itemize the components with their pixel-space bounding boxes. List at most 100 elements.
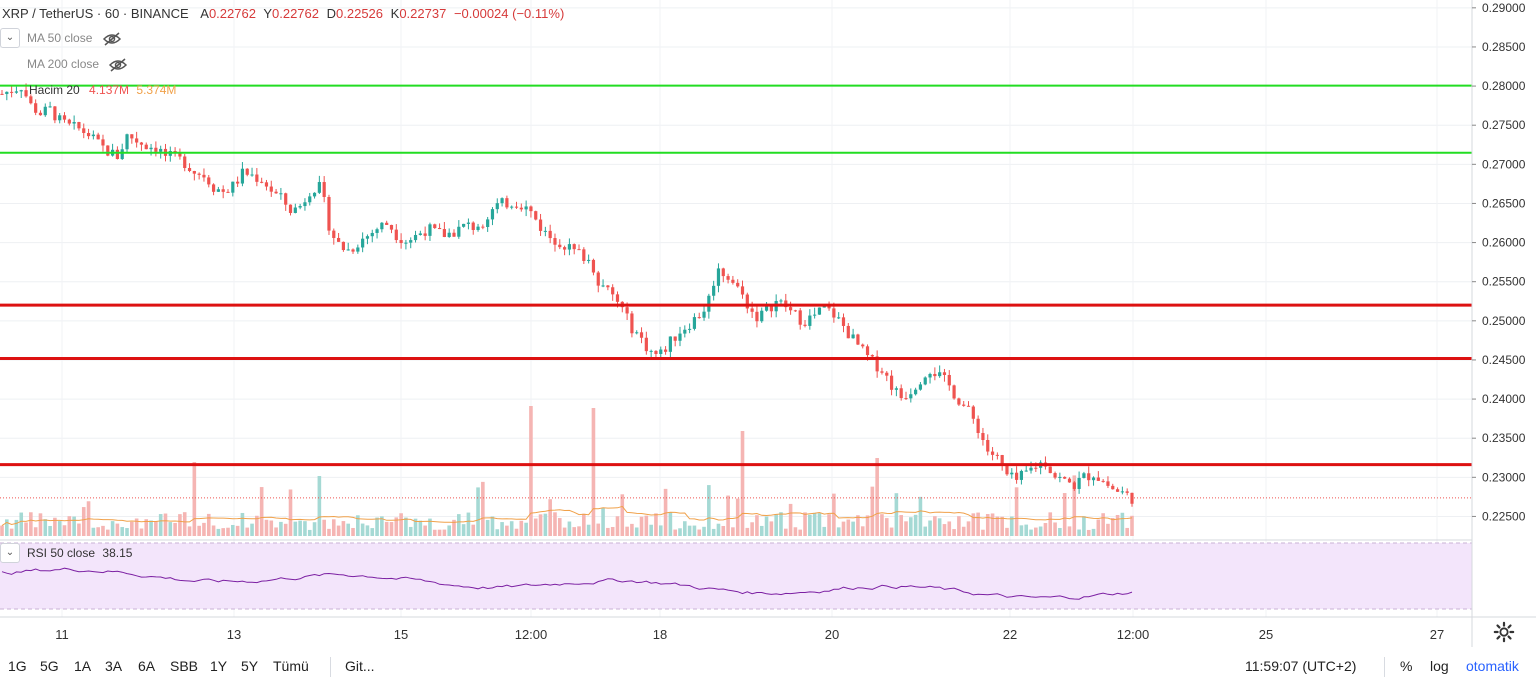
volume-bar (182, 512, 187, 536)
volume-bar (957, 516, 961, 536)
volume-bar (81, 507, 86, 536)
candle-body (1072, 482, 1076, 489)
volume-bar (226, 527, 230, 536)
range-6m-button[interactable]: 6A (138, 658, 156, 674)
volume-bar (582, 513, 586, 536)
volume-bar (1091, 528, 1096, 536)
volume-bar (1106, 523, 1110, 536)
volume-bar (745, 527, 750, 536)
symbol-legend: XRP / TetherUS · 60 · BINANCE A0.22762 Y… (2, 6, 568, 21)
log-scale-toggle[interactable]: log (1430, 658, 1449, 674)
eye-hidden-icon[interactable] (108, 58, 128, 72)
candle-body (697, 317, 701, 319)
candle-body (553, 238, 557, 245)
range-5y-button[interactable]: 5Y (241, 658, 259, 674)
volume-bar (57, 521, 62, 536)
clock-readout[interactable]: 11:59:07 (UTC+2) (1245, 658, 1357, 674)
volume-bar (346, 523, 351, 536)
candle-body (34, 103, 38, 113)
candle-body (543, 230, 547, 232)
candle-body (43, 106, 47, 116)
candle-body (639, 332, 644, 338)
candle-body (409, 240, 413, 243)
volume-bar (490, 516, 495, 536)
candle-body (178, 152, 182, 157)
percent-scale-toggle[interactable]: % (1400, 658, 1413, 674)
volume-bar (62, 525, 67, 536)
volume-bar (875, 458, 879, 536)
candle-body (745, 294, 749, 309)
volume-bar (264, 519, 269, 536)
candle-body (312, 192, 317, 197)
ma50-legend[interactable]: MA 50 close (27, 31, 122, 46)
volume-bar (658, 525, 663, 536)
candle-body (918, 384, 923, 390)
candle-body (308, 196, 312, 203)
ma200-legend[interactable]: MA 200 close (27, 57, 128, 72)
volume-bar (1082, 516, 1086, 536)
volume-bar (937, 518, 942, 536)
toolbar-divider (330, 657, 331, 677)
range-5d-button[interactable]: 5G (40, 658, 59, 674)
price-tick-label: 0.28000 (1482, 79, 1526, 93)
volume-bar (596, 523, 601, 536)
range-1d-button[interactable]: 1G (8, 658, 27, 674)
volume-bar (279, 521, 283, 536)
volume-bar (1101, 513, 1105, 536)
volume-bar (697, 529, 702, 536)
volume-bar (48, 525, 52, 536)
settings-gear-icon[interactable] (1493, 621, 1515, 643)
volume-bar (827, 514, 831, 536)
collapse-indicators-button[interactable]: ⌄ (0, 28, 20, 48)
volume-ma-path (1, 505, 1133, 527)
volume-bar (860, 526, 865, 536)
candle-body (14, 91, 19, 93)
candle-body (736, 282, 740, 287)
range-all-button[interactable]: Tümü (273, 658, 309, 674)
candle-body (462, 223, 466, 227)
volume-bar (206, 513, 211, 536)
volume-bar (452, 519, 456, 536)
auto-scale-toggle[interactable]: otomatik (1466, 658, 1519, 674)
candle-body (760, 310, 764, 322)
volume-bar (1034, 527, 1038, 536)
candle-body (966, 405, 971, 407)
candle-body (995, 454, 999, 456)
collapse-rsi-button[interactable]: ⌄ (0, 543, 20, 563)
volume-bar (793, 527, 798, 536)
candle-body (365, 236, 370, 239)
candle-body (404, 242, 408, 244)
volume-bar (202, 522, 206, 536)
candle-body (130, 134, 134, 139)
range-1m-button[interactable]: 1A (74, 658, 92, 674)
candle-body (524, 206, 528, 210)
candle-body (418, 233, 422, 235)
candle-body (562, 247, 567, 250)
volume-bar (880, 514, 884, 536)
range-1y-button[interactable]: 1Y (210, 658, 228, 674)
volume-bar (721, 525, 726, 536)
volume-bar (351, 527, 355, 536)
price-tick-label: 0.24500 (1482, 353, 1526, 367)
volume-bar (197, 525, 201, 536)
high-value: 0.22762 (272, 6, 319, 21)
candle-body (538, 219, 543, 231)
volume-bar (1024, 524, 1029, 536)
volume-bar (1072, 475, 1077, 536)
candle-body (1101, 480, 1105, 482)
range-ytd-button[interactable]: SBB (170, 658, 199, 674)
volume-bar (168, 522, 173, 536)
candle-body (716, 268, 721, 286)
eye-hidden-icon[interactable] (102, 32, 122, 46)
volume-bar (259, 487, 264, 536)
candle-body (962, 404, 966, 406)
goto-date-button[interactable]: Git... (345, 658, 375, 674)
candle-body (1077, 477, 1081, 489)
volume-bar (985, 514, 990, 536)
candle-body (351, 249, 355, 252)
range-3m-button[interactable]: 3A (105, 658, 123, 674)
volume-bar (447, 525, 451, 536)
candle-body (1005, 465, 1009, 475)
volume-bar (909, 517, 913, 536)
